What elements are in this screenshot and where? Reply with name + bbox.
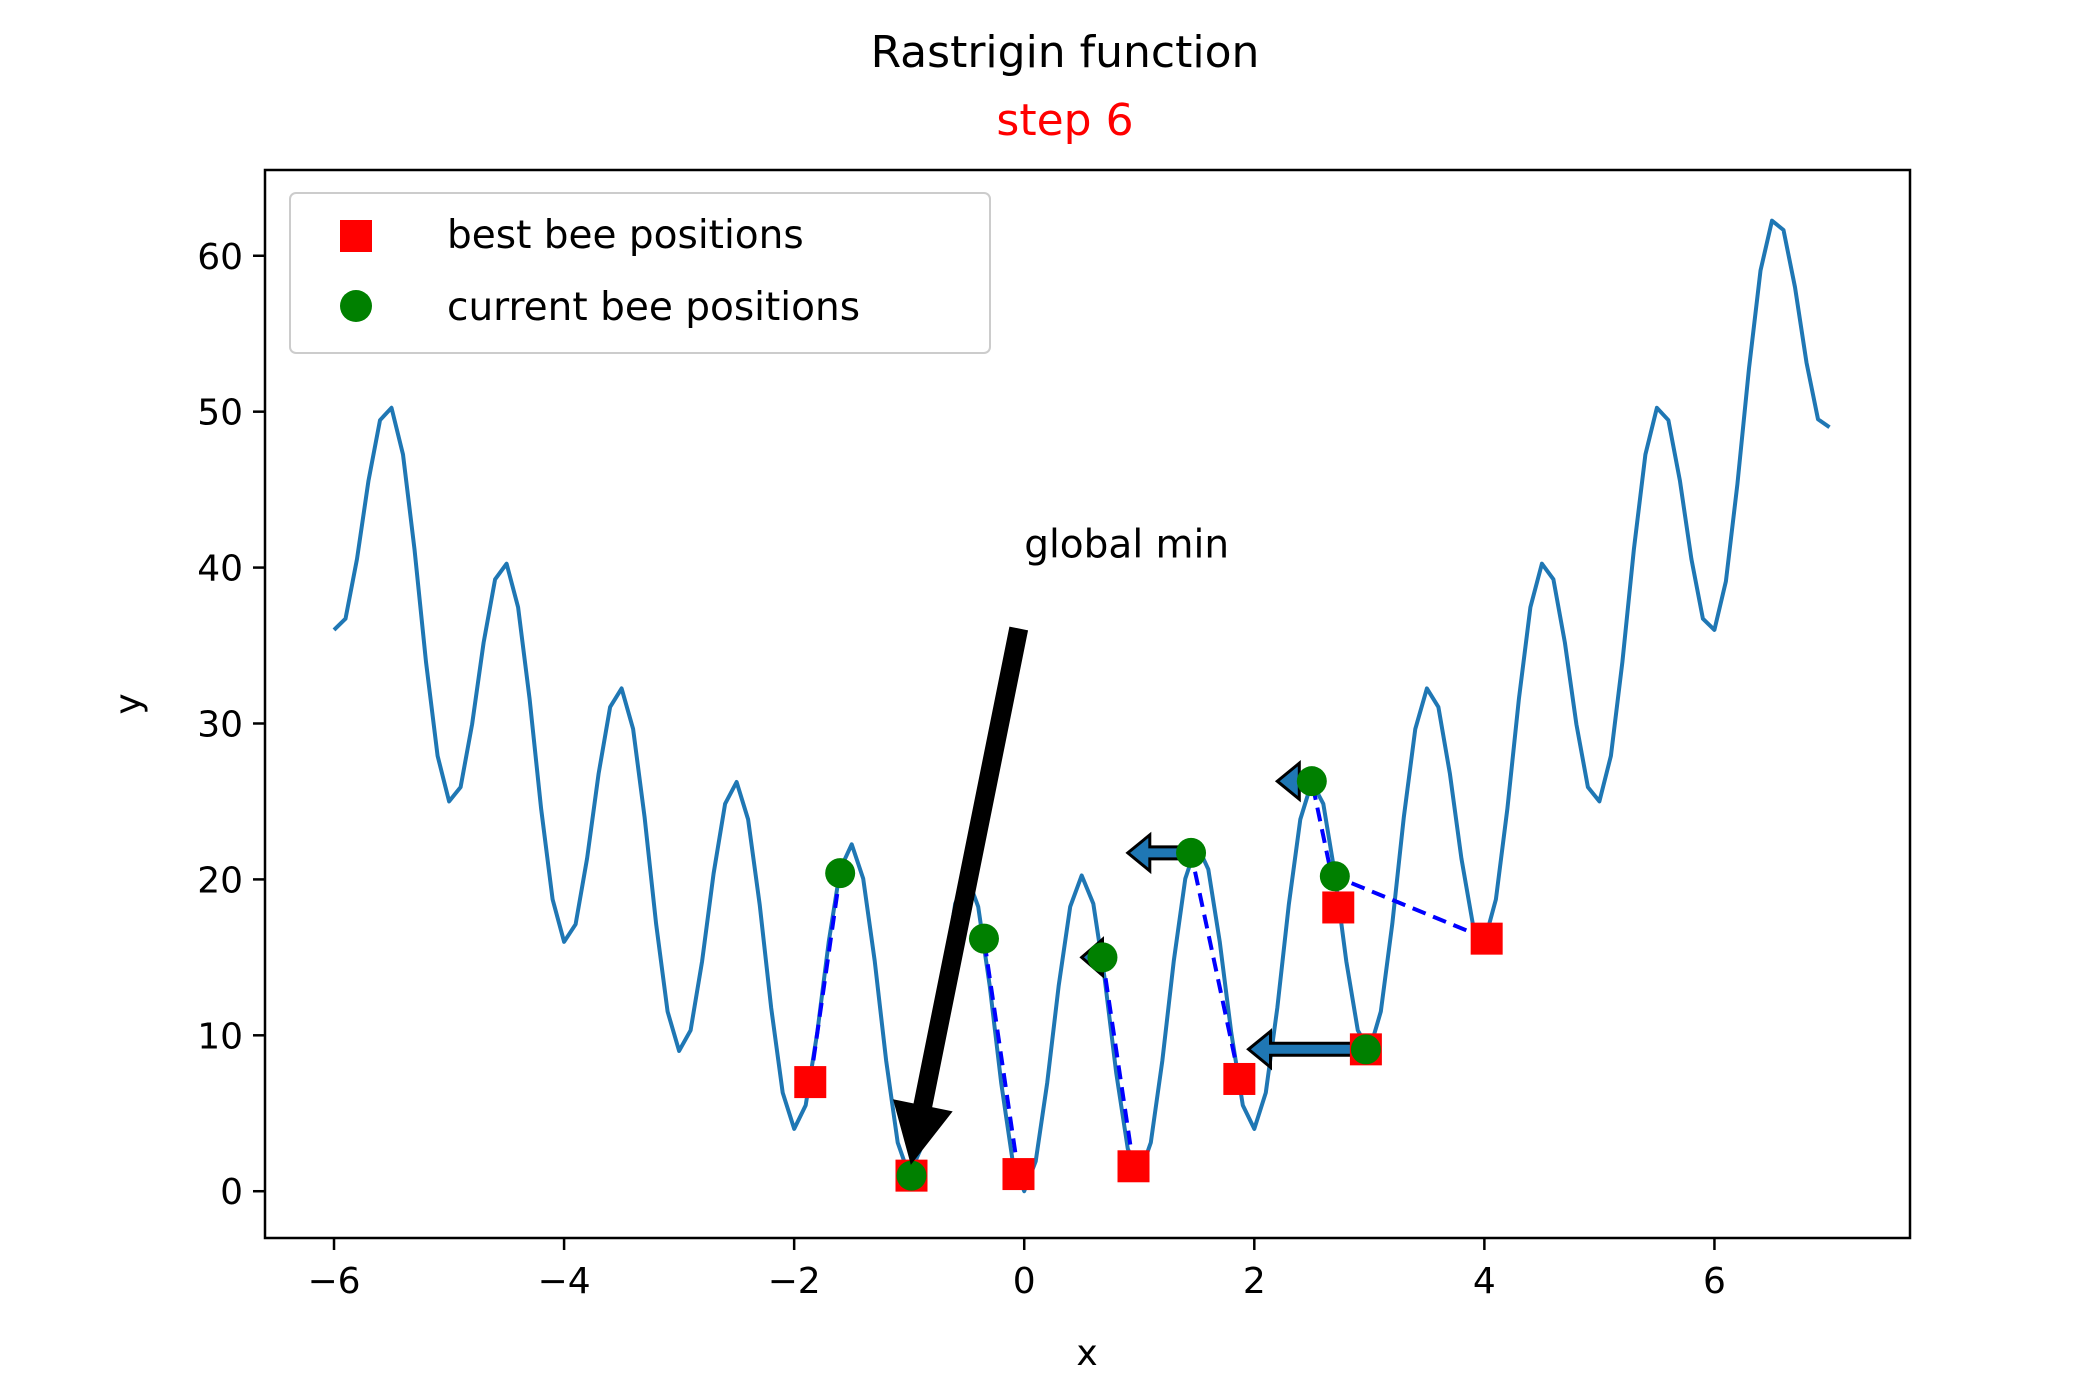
axes-frame [263,168,1912,1240]
current-bee-marker [1296,766,1327,797]
annotation-text: global min [1024,523,1229,568]
best-bee-marker [1322,891,1355,924]
plot-area [332,218,1831,1194]
x-tick-label: 6 [1703,1261,1726,1302]
x-axis: −6 −4 −2 0 2 4 6 [307,1238,1726,1302]
bee-link-line [808,872,843,1083]
best-bee-marker [1470,922,1503,955]
best-bee-marker [1002,1158,1035,1191]
x-tick-label: 4 [1473,1261,1496,1302]
best-bee-marker [1117,1150,1150,1183]
chart-title: Rastrigin function [871,27,1260,78]
bee-link-line [1334,874,1488,941]
bee-link-line [981,938,1021,1175]
chart-subtitle: step 6 [996,95,1133,146]
legend-marker-best [340,220,372,252]
x-tick-label: −6 [307,1261,360,1302]
y-tick-label: 30 [197,704,243,745]
bee-link-line [1189,852,1242,1080]
global-min-arrow [893,626,1029,1165]
y-tick-label: 20 [197,860,243,901]
x-tick-label: −4 [538,1261,591,1302]
rastrigin-curve [332,218,1831,1194]
x-axis-label: x [1076,1333,1097,1374]
legend: best bee positions current bee positions [289,192,991,354]
current-bee-marker [825,858,856,889]
current-bee-marker [1087,942,1118,973]
best-bee-marker [794,1066,827,1099]
y-tick-label: 40 [197,549,243,590]
y-tick-label: 10 [197,1016,243,1057]
y-tick-label: 60 [197,237,243,278]
y-tick-label: 50 [197,393,243,434]
current-bee-marker [968,923,999,954]
x-tick-label: 2 [1243,1261,1266,1302]
y-tick-label: 0 [220,1172,243,1213]
y-axis-label: y [108,693,149,714]
legend-label-current: current bee positions [447,285,860,330]
current-bee-marker [1350,1034,1381,1065]
bee-link-line [1100,957,1136,1167]
x-tick-label: 0 [1013,1261,1036,1302]
y-axis: 0 10 20 30 40 50 60 [197,237,265,1213]
legend-marker-current [340,290,372,322]
current-bee-marker [896,1160,927,1191]
legend-box [289,192,991,354]
annotation: global min [893,523,1229,1165]
best-bee-marker [1223,1062,1256,1095]
x-tick-label: −2 [768,1261,821,1302]
legend-label-best: best bee positions [447,213,804,258]
current-bee-marker [1319,861,1350,892]
current-bee-marker [1176,837,1207,868]
